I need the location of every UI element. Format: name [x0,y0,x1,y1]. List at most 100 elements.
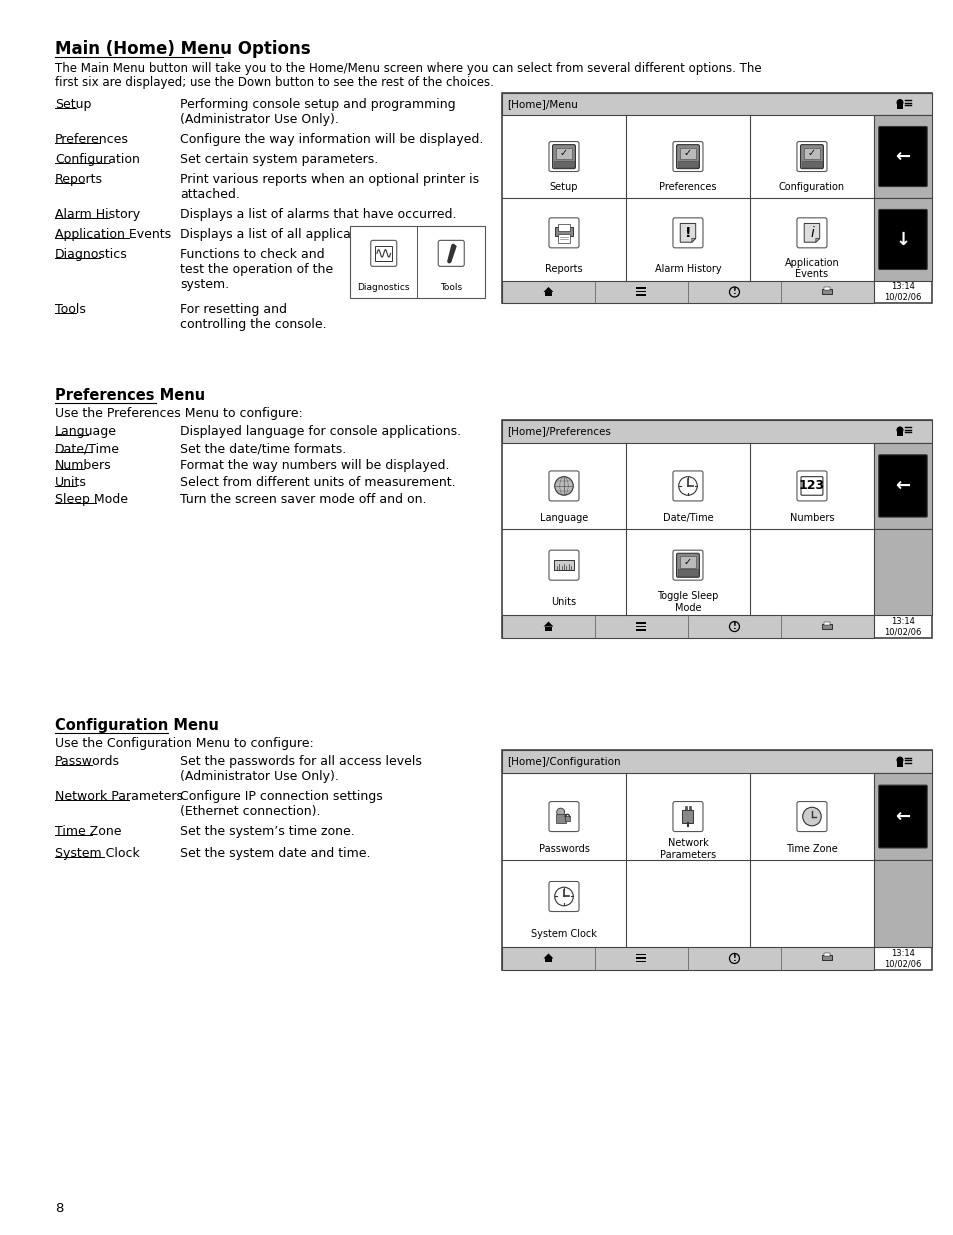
Bar [821,956,832,961]
Circle shape [678,477,697,495]
Bar [558,224,569,231]
Text: Sleep Mode: Sleep Mode [55,493,128,506]
Text: Configure the way information will be displayed.: Configure the way information will be di… [180,133,483,146]
Bar [636,622,646,624]
Text: Setup: Setup [549,183,578,193]
Circle shape [554,477,573,495]
Text: Displays a list of all application events.: Displays a list of all application event… [180,228,424,241]
Text: Time Zone: Time Zone [785,844,837,853]
Bar [501,750,931,969]
Text: Time Zone: Time Zone [55,825,121,839]
Text: Use the Preferences Menu to configure:: Use the Preferences Menu to configure: [55,408,302,420]
Bar [873,198,931,280]
Bar [501,750,931,773]
FancyBboxPatch shape [878,126,926,186]
Circle shape [557,808,564,816]
Text: Performing console setup and programming: Performing console setup and programming [180,98,456,111]
Text: Numbers: Numbers [789,513,833,522]
Text: Functions to check and: Functions to check and [180,248,324,261]
FancyBboxPatch shape [548,882,578,911]
Bar [678,569,698,576]
Text: Turn the screen saver mode off and on.: Turn the screen saver mode off and on. [180,493,426,506]
Text: Displayed language for console applications.: Displayed language for console applicati… [180,425,460,438]
Text: Set certain system parameters.: Set certain system parameters. [180,153,377,165]
Text: Preferences Menu: Preferences Menu [55,388,205,403]
Text: i: i [809,226,813,240]
FancyBboxPatch shape [548,217,578,248]
Text: controlling the console.: controlling the console. [180,317,326,331]
Text: ✓: ✓ [807,148,815,158]
Bar [636,629,646,631]
Bar [873,773,931,860]
Bar [375,246,392,261]
FancyBboxPatch shape [672,471,702,501]
Polygon shape [815,238,819,242]
Bar [873,860,931,947]
Text: System Clock: System Clock [531,929,597,939]
Text: Displays a list of alarms that have occurred.: Displays a list of alarms that have occu… [180,207,456,221]
Text: (Administrator Use Only).: (Administrator Use Only). [180,769,338,783]
Text: Diagnostics: Diagnostics [357,283,410,291]
Text: Network Parameters: Network Parameters [55,790,183,803]
FancyBboxPatch shape [371,241,396,267]
Bar [896,104,902,109]
Circle shape [896,99,902,106]
Text: Network
Parameters: Network Parameters [659,837,716,860]
Bar [501,93,931,303]
FancyBboxPatch shape [672,142,702,172]
FancyBboxPatch shape [548,471,578,501]
Text: Setup: Setup [55,98,91,111]
Text: Configuration: Configuration [778,183,844,193]
FancyBboxPatch shape [548,142,578,172]
FancyBboxPatch shape [437,241,464,267]
Text: Numbers: Numbers [55,459,112,472]
Bar [501,420,931,638]
FancyBboxPatch shape [878,785,926,848]
Bar [896,762,902,767]
FancyBboxPatch shape [796,802,826,831]
Text: 13:14
10/02/06: 13:14 10/02/06 [883,948,921,968]
Bar [684,806,686,810]
Text: ↓: ↓ [895,231,909,248]
FancyBboxPatch shape [552,144,575,169]
Text: !: ! [732,288,736,296]
Text: Toggle Sleep
Mode: Toggle Sleep Mode [657,592,718,613]
Text: Date/Time: Date/Time [55,442,120,454]
Bar [501,93,931,115]
Text: 13:14
10/02/06: 13:14 10/02/06 [883,283,921,301]
Text: Preferences: Preferences [55,133,129,146]
FancyBboxPatch shape [676,144,699,169]
Text: Application
Events: Application Events [783,258,839,279]
Text: Alarm History: Alarm History [55,207,140,221]
Text: Units: Units [551,598,576,608]
FancyBboxPatch shape [672,217,702,248]
Text: ✓: ✓ [683,148,691,158]
Text: Configure IP connection settings: Configure IP connection settings [180,790,382,803]
FancyBboxPatch shape [796,142,826,172]
Bar [544,958,552,962]
Text: Set the system date and time.: Set the system date and time. [180,847,370,860]
Text: ←: ← [895,808,909,825]
Bar [801,161,821,167]
Bar [350,226,484,298]
Text: Set the system’s time zone.: Set the system’s time zone. [180,825,355,839]
Text: [Home]/Preferences: [Home]/Preferences [506,426,610,436]
Bar [678,161,698,167]
Polygon shape [691,238,695,242]
Polygon shape [679,224,695,242]
Text: Tools: Tools [55,303,86,316]
Text: (Ethernet connection).: (Ethernet connection). [180,805,320,818]
FancyBboxPatch shape [548,550,578,580]
Bar [689,806,690,810]
FancyBboxPatch shape [796,471,826,501]
Text: Language: Language [55,425,117,438]
Text: ←: ← [895,147,909,165]
Text: Set the passwords for all access levels: Set the passwords for all access levels [180,755,421,768]
Text: 123: 123 [798,479,824,493]
Bar [636,626,646,627]
Bar [555,227,572,236]
FancyBboxPatch shape [676,553,699,577]
Text: Language: Language [539,513,587,522]
FancyBboxPatch shape [878,454,926,517]
Text: Units: Units [55,475,87,489]
